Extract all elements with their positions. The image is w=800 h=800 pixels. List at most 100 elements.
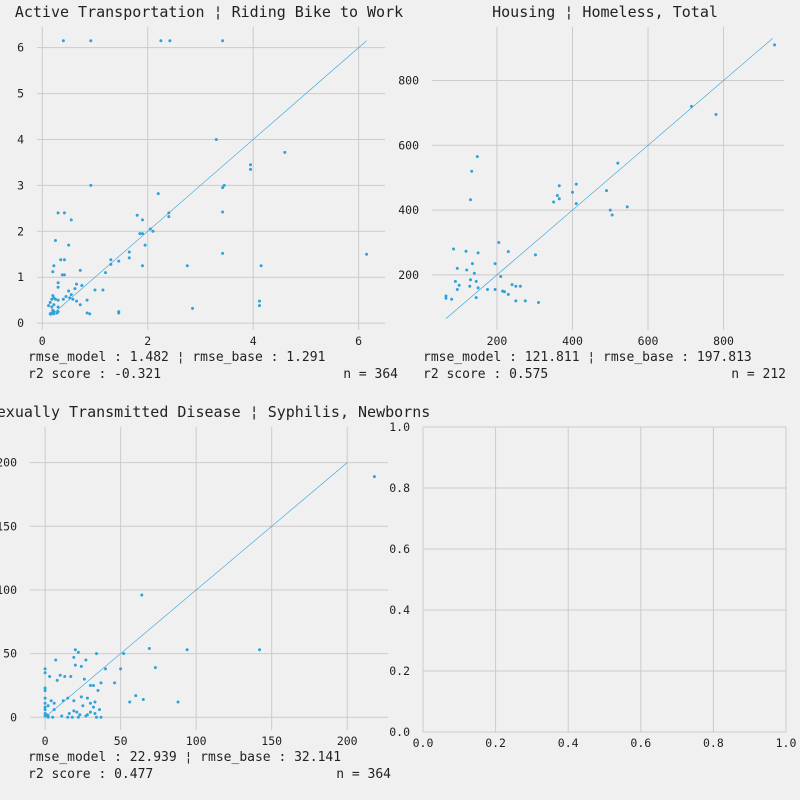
r2-label-2: r2 score : 0.575: [423, 367, 549, 382]
data-point: [56, 211, 60, 215]
y-tick-label: 0.4: [389, 603, 410, 617]
data-point: [159, 39, 163, 43]
data-point: [96, 689, 100, 693]
data-point: [503, 290, 507, 294]
data-point: [167, 215, 171, 219]
x-tick-label: 6: [355, 334, 362, 348]
data-point: [127, 250, 131, 254]
data-point: [76, 650, 80, 654]
data-point: [50, 305, 54, 309]
data-point: [89, 39, 93, 43]
data-point: [50, 297, 54, 301]
data-point: [574, 182, 578, 186]
data-point: [52, 708, 56, 712]
data-point: [78, 268, 82, 272]
y-tick-label: 3: [17, 178, 24, 192]
data-point: [58, 673, 62, 677]
data-point: [222, 183, 226, 187]
data-point: [69, 218, 73, 222]
data-point: [62, 211, 66, 215]
y-tick-label: 0: [10, 710, 17, 724]
data-point: [457, 283, 461, 287]
data-point: [67, 711, 71, 715]
n-label-3: n = 364: [336, 767, 391, 782]
data-point: [221, 210, 225, 214]
data-point: [69, 293, 73, 297]
y-tick-label: 1.0: [389, 420, 410, 434]
data-point: [140, 232, 144, 236]
data-point: [61, 699, 65, 703]
data-point: [221, 186, 225, 190]
y-tick-label: 150: [0, 519, 17, 533]
data-point: [88, 312, 92, 316]
data-point: [140, 593, 144, 597]
data-point: [68, 296, 72, 300]
data-point: [474, 296, 478, 300]
data-point: [689, 104, 693, 108]
x-tick-label: 1.0: [776, 736, 797, 750]
subplot-title: Housing ¦ Homeless, Total: [492, 3, 718, 21]
data-point: [127, 256, 131, 260]
data-point: [84, 714, 88, 718]
y-tick-label: 400: [398, 203, 419, 217]
rmse-label-1: rmse_model : 1.482 ¦ rmse_base : 1.291: [28, 350, 326, 365]
rmse-label-3: rmse_model : 22.939 ¦ rmse_base : 32.141: [28, 750, 342, 765]
data-point: [557, 197, 561, 201]
data-point: [608, 208, 612, 212]
data-point: [533, 253, 537, 257]
data-point: [66, 696, 70, 700]
data-point: [43, 705, 47, 709]
data-point: [143, 243, 147, 247]
x-tick-label: 0.4: [558, 736, 579, 750]
data-point: [89, 183, 93, 187]
data-point: [56, 285, 60, 289]
data-point: [88, 683, 92, 687]
data-point: [140, 264, 144, 268]
data-point: [191, 306, 195, 310]
data-point: [476, 286, 480, 290]
data-point: [93, 711, 97, 715]
data-point: [122, 652, 126, 656]
subplot-2: 200 400 600 800 200 400 600 800 Housing ¦ Homele…: [398, 3, 784, 348]
data-point: [128, 700, 132, 704]
data-point: [43, 701, 47, 705]
data-point: [55, 678, 59, 682]
x-tick-label: 200: [337, 734, 358, 748]
y-tick-label: 2: [17, 224, 24, 238]
data-point: [43, 714, 47, 718]
data-point: [48, 675, 52, 679]
data-point: [452, 247, 456, 251]
data-point: [60, 714, 64, 718]
data-point: [625, 205, 629, 209]
data-point: [604, 189, 608, 193]
data-point: [714, 112, 718, 116]
x-tick-label: 0.2: [485, 736, 506, 750]
y-tick-label: 0.0: [389, 725, 410, 739]
data-point: [574, 202, 578, 206]
data-point: [48, 312, 52, 316]
data-point: [85, 311, 89, 315]
data-point: [78, 303, 82, 307]
data-point: [117, 259, 121, 263]
data-point: [62, 258, 66, 262]
data-point: [113, 681, 117, 685]
data-point: [214, 137, 218, 141]
data-point: [135, 213, 139, 217]
data-point: [66, 715, 70, 719]
r2-label-1: r2 score : -0.321: [28, 367, 162, 382]
data-point: [56, 305, 60, 309]
data-point: [176, 700, 180, 704]
data-point: [450, 297, 454, 301]
subplot-3: 0 50 100 150 200 0 50 100 150 200 Sexually Transmi…: [0, 403, 430, 748]
data-point: [453, 279, 457, 283]
data-point: [85, 696, 89, 700]
x-tick-label: 600: [638, 334, 659, 348]
data-point: [69, 675, 73, 679]
identity-line: [445, 38, 773, 319]
data-point: [72, 709, 76, 713]
data-point: [474, 279, 478, 283]
data-point: [486, 287, 490, 291]
data-point: [60, 273, 64, 277]
y-tick-label: 100: [0, 583, 17, 597]
